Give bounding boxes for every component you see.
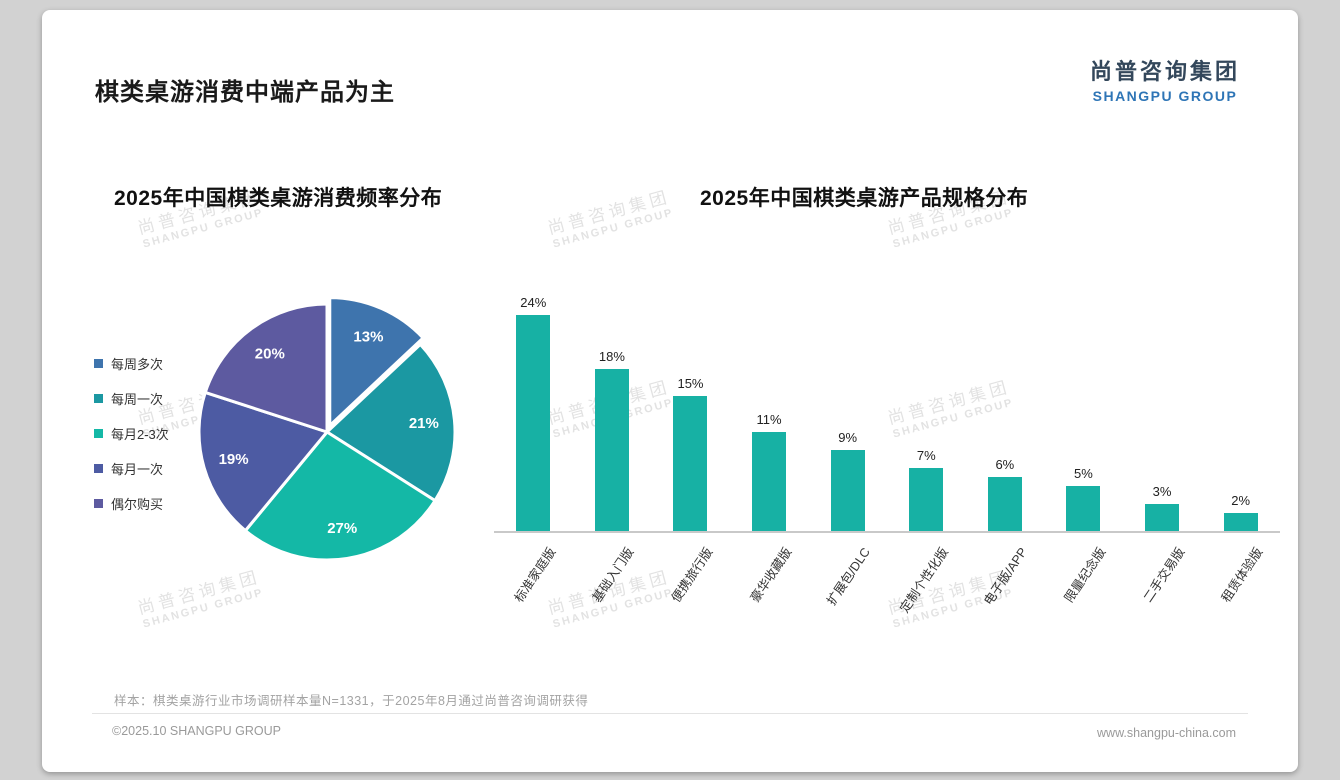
watermark-en: SHANGPU GROUP	[141, 206, 265, 251]
footer-copyright: ©2025.10 SHANGPU GROUP	[112, 724, 281, 738]
pie-chart-title: 2025年中国棋类桌游消费频率分布	[114, 187, 443, 210]
bar	[1223, 513, 1258, 531]
bar-category-label: 便携旅行版	[668, 545, 716, 605]
bar-category-label: 租赁体验版	[1218, 545, 1266, 605]
legend-item: 每月一次	[94, 451, 169, 486]
bar-value-label: 5%	[1074, 466, 1093, 481]
bar-column: 9% 扩展包/DLC	[808, 261, 887, 608]
company-logo: 尚普咨询集团 SHANGPU GROUP	[1090, 54, 1240, 104]
legend-label: 每周多次	[111, 357, 164, 372]
pie-value-label: 19%	[219, 451, 249, 468]
pie-value-label: 20%	[255, 345, 285, 362]
legend-label: 偶尔购买	[111, 497, 164, 512]
pie-value-label: 27%	[327, 520, 357, 537]
bar-value-label: 24%	[520, 295, 547, 310]
pie-legend: 每周多次每周一次每月2-3次 每月一次偶尔购买	[94, 346, 169, 521]
legend-marker	[94, 429, 103, 438]
bar-category-label: 扩展包/DLC	[824, 545, 873, 608]
bar	[516, 315, 551, 531]
bar	[987, 477, 1022, 531]
pie-chart: 13% 21% 27% 19% 20%	[197, 296, 457, 562]
bar-value-label: 15%	[677, 376, 704, 391]
bar	[1145, 504, 1180, 531]
legend-marker	[94, 359, 103, 368]
page-title: 棋类桌游消费中端产品为主	[95, 79, 395, 106]
bar-column: 3% 二手交易版	[1123, 261, 1202, 605]
logo-chinese-name: 尚普咨询集团	[1089, 59, 1240, 84]
bar-category-label: 标准家庭版	[511, 545, 559, 605]
bar-category-label: 定制个性化版	[897, 545, 952, 616]
pie-slice-0	[328, 296, 425, 428]
bar-category-label: 基础入门版	[590, 545, 637, 605]
footer-website: www.shangpu-china.com	[1097, 726, 1236, 740]
pie-value-label: 13%	[353, 328, 383, 345]
bar-chart: 24% 标准家庭版 18% 基础入门版 15% 便携旅行版 11% 豪华收藏版 9% 扩展包/DL…	[494, 261, 1280, 615]
bar	[752, 432, 787, 531]
logo-english-name: SHANGPU GROUP	[1092, 88, 1238, 104]
bar-chart-title: 2025年中国棋类桌游产品规格分布	[700, 187, 1029, 210]
slide-card: 尚普咨询集团 SHANGPU GROUP 尚普咨询集团 SHANGPU GROUP 尚普…	[42, 10, 1298, 772]
bar-column: 24% 标准家庭版	[494, 261, 573, 605]
bar-plot-area: 24% 标准家庭版 18% 基础入门版 15% 便携旅行版 11% 豪华收藏版 9% 扩展包/DL…	[494, 261, 1280, 615]
watermark-cn: 尚普咨询集团	[545, 187, 673, 239]
bar-value-label: 7%	[916, 448, 936, 463]
pie-slice-2	[243, 430, 437, 562]
pie-slice-1	[325, 342, 457, 503]
pie-slice-3	[197, 390, 329, 533]
watermark-en: SHANGPU GROUP	[141, 586, 265, 631]
bar-value-label: 9%	[838, 430, 858, 445]
bar-value-label: 2%	[1231, 493, 1251, 508]
bar-column: 18% 基础入门版	[573, 261, 652, 605]
bar-value-label: 11%	[756, 412, 782, 427]
legend-marker	[94, 499, 103, 508]
watermark-en: SHANGPU GROUP	[891, 206, 1015, 251]
legend-item: 偶尔购买	[94, 486, 169, 521]
legend-item: 每月2-3次	[94, 416, 169, 451]
watermark-en: SHANGPU GROUP	[551, 586, 675, 631]
bar-category-label: 二手交易版	[1140, 545, 1187, 605]
sample-footnote: 样本：棋类桌游行业市场调研样本量N=1331，于2025年8月通过尚普咨询调研获…	[114, 694, 589, 708]
legend-item: 每周一次	[94, 381, 169, 416]
bar	[830, 450, 865, 531]
legend-label: 每月2-3次	[111, 427, 169, 442]
legend-label: 每周一次	[111, 392, 164, 407]
bar-column: 6% 电子版/APP	[966, 261, 1045, 608]
bar-category-label: 电子版/APP	[981, 545, 1030, 608]
bar	[673, 396, 708, 531]
bar-column: 5% 限量纪念版	[1044, 261, 1123, 605]
bar	[1066, 486, 1101, 531]
bar-column: 11% 豪华收藏版	[730, 261, 809, 605]
pie-slice-4	[203, 302, 329, 434]
legend-marker	[94, 394, 103, 403]
bar-column: 15% 便携旅行版	[651, 261, 730, 605]
bar-category-label: 豪华收藏版	[747, 545, 795, 605]
legend-marker	[94, 464, 103, 473]
bar-column: 2% 租赁体验版	[1201, 261, 1280, 605]
bar-value-label: 18%	[598, 349, 625, 364]
bar	[594, 369, 629, 531]
legend-item: 每周多次	[94, 346, 169, 381]
bar-category-label: 限量纪念版	[1061, 545, 1109, 605]
bar	[909, 468, 944, 531]
footer-divider	[92, 713, 1248, 714]
watermark-en: SHANGPU GROUP	[551, 206, 675, 251]
bar-value-label: 6%	[995, 457, 1015, 472]
pie-value-label: 21%	[409, 415, 439, 432]
bar-value-label: 3%	[1152, 484, 1172, 499]
legend-label: 每月一次	[111, 462, 164, 477]
bar-column: 7% 定制个性化版	[887, 261, 966, 615]
